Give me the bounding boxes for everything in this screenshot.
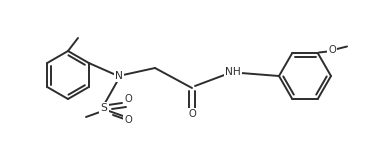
Text: O: O: [124, 94, 132, 104]
Text: S: S: [101, 103, 107, 113]
Text: N: N: [115, 71, 123, 81]
Text: NH: NH: [225, 67, 241, 77]
Text: O: O: [188, 109, 196, 119]
Text: O: O: [328, 45, 336, 56]
Text: O: O: [124, 115, 132, 125]
